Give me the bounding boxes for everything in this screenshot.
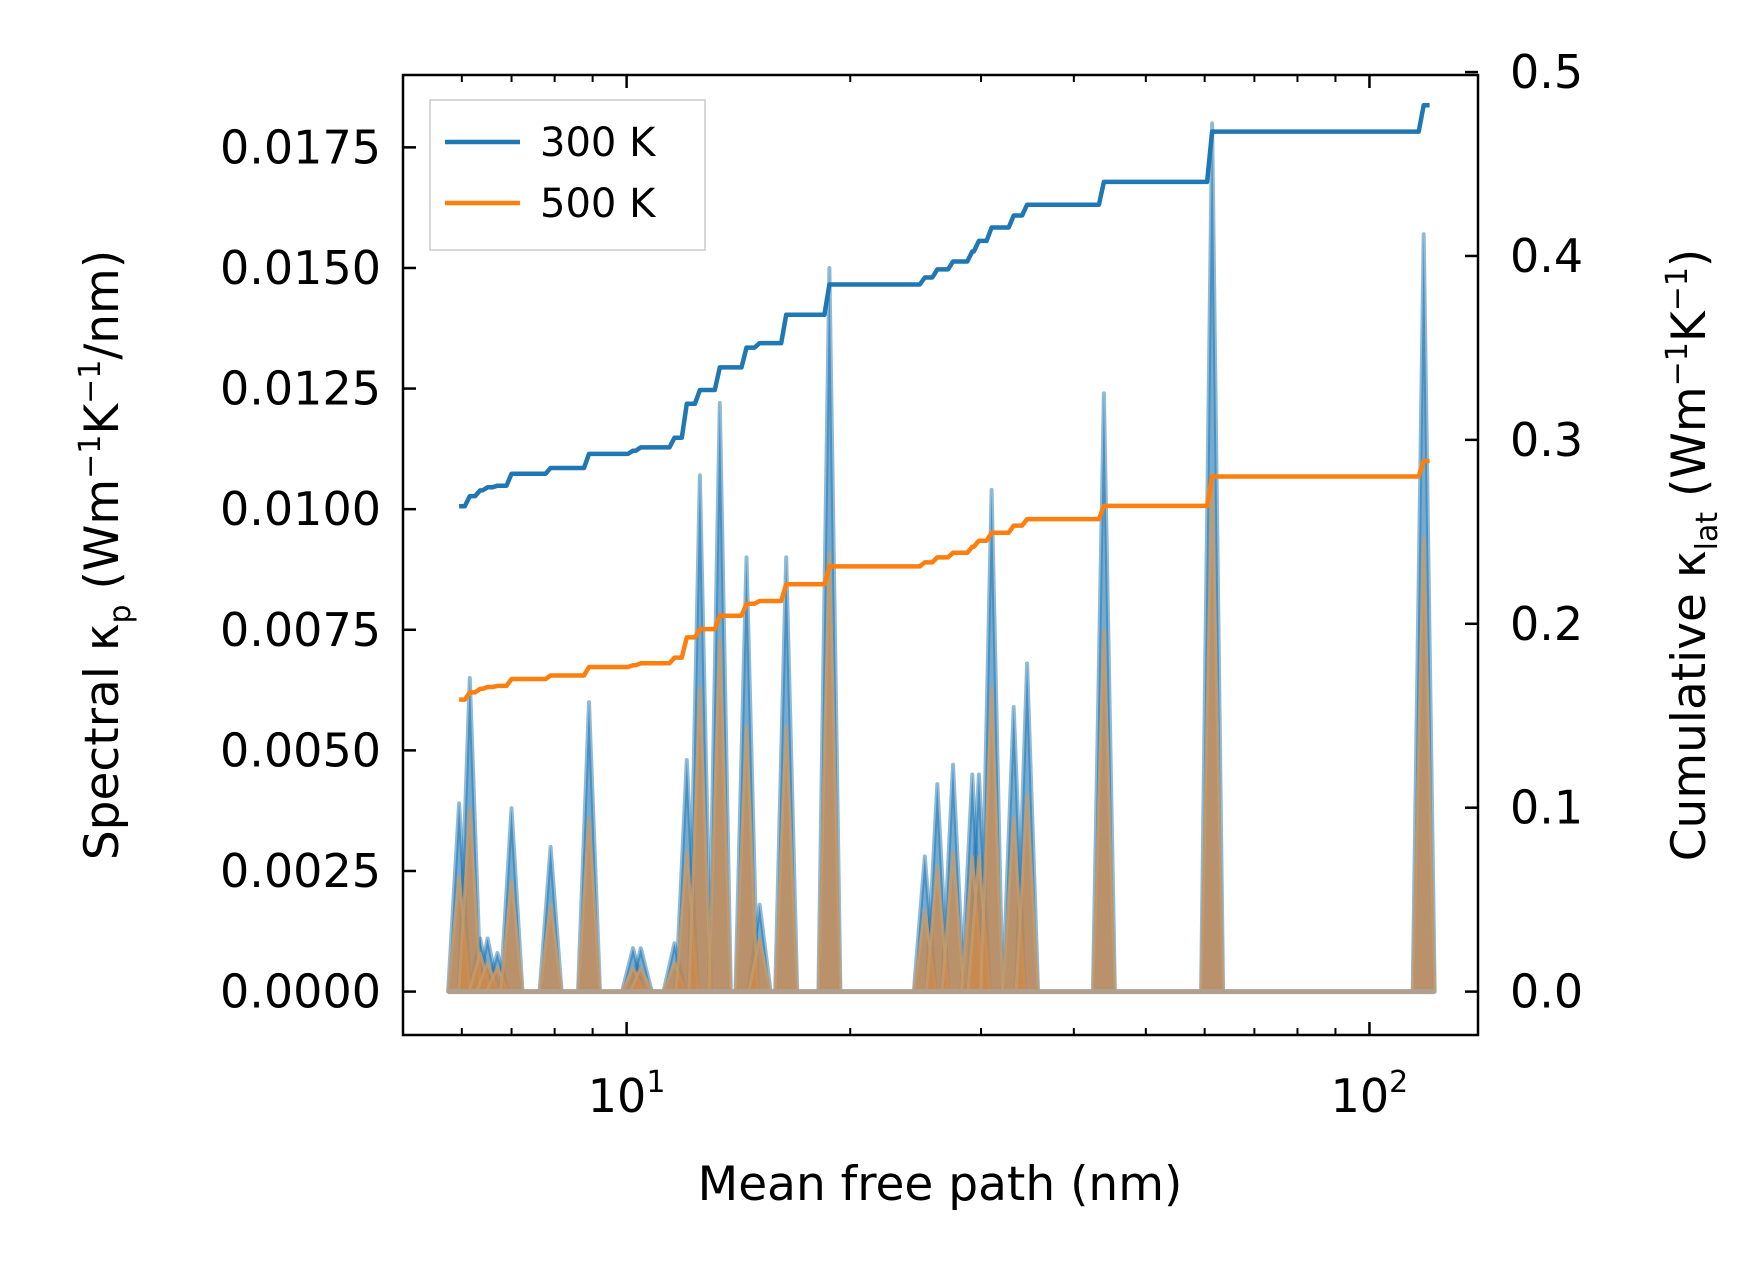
ticks-layer: 0.00000.00250.00500.00750.01000.01250.01…: [220, 45, 1583, 1123]
y-left-tick-label-6: 0.0150: [220, 241, 381, 295]
legend-label-300k: 300 K: [540, 120, 657, 166]
y-right-tick-label-0: 0.0: [1510, 965, 1583, 1019]
legend: 300 K 500 K: [429, 99, 706, 251]
y-left-tick-label-7: 0.0175: [220, 120, 381, 174]
y-right-axis-label: Cumulative κlat (Wm−1K−1): [1660, 249, 1725, 862]
y-right-tick-label-5: 0.5: [1510, 45, 1583, 99]
y-left-axis-label: Spectral κp (Wm−1K−1/nm): [73, 250, 138, 860]
cumulative-layer: [459, 102, 1430, 702]
y-left-tick-label-3: 0.0075: [220, 603, 381, 657]
spectral-layer: [446, 121, 1437, 995]
cumulative-line-500k: [459, 458, 1430, 702]
y-left-tick-label-1: 0.0025: [220, 844, 381, 898]
legend-label-500k: 500 K: [540, 181, 657, 227]
y-right-tick-label-3: 0.3: [1510, 413, 1583, 467]
legend-box: [429, 99, 706, 251]
cumulative-line-300k: [459, 102, 1430, 509]
y-left-tick-label-2: 0.0050: [220, 723, 381, 777]
y-right-tick-label-1: 0.1: [1510, 781, 1583, 835]
x-axis-label: Mean free path (nm): [698, 1157, 1183, 1212]
y-left-tick-label-4: 0.0100: [220, 482, 381, 536]
x-tick-label-0: 101: [588, 1065, 666, 1123]
y-left-tick-label-0: 0.0000: [220, 965, 381, 1019]
y-left-tick-label-5: 0.0125: [220, 362, 381, 416]
x-tick-label-1: 102: [1331, 1065, 1409, 1123]
y-right-tick-label-2: 0.2: [1510, 597, 1583, 651]
y-right-tick-label-4: 0.4: [1510, 229, 1583, 283]
plot-frame: [401, 73, 1480, 1037]
